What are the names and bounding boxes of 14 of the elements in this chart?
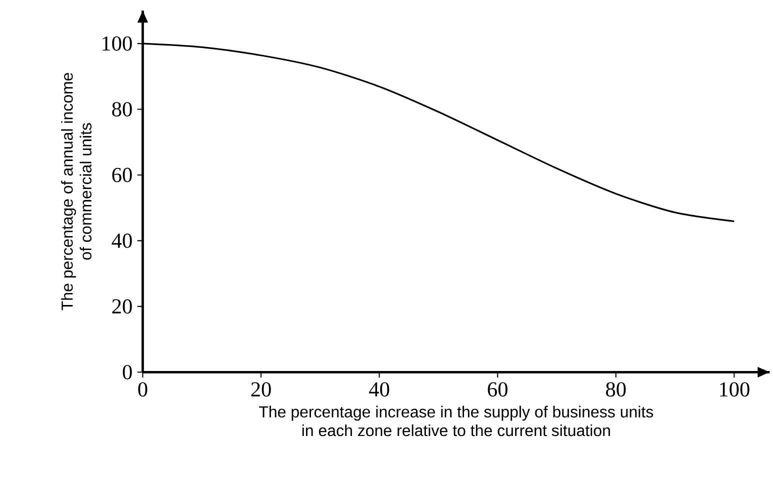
y-tick-label: 60 (112, 168, 132, 182)
y-tick-label: 0 (122, 365, 132, 380)
y-tick-label: 40 (112, 234, 132, 248)
x-axis-title: The percentage increase in the supply of business units in each zone relative to the current situation (259, 406, 654, 436)
x-tick-label: 80 (606, 382, 626, 397)
y-tick-label: 20 (112, 299, 132, 314)
x-tick-label: 100 (720, 382, 750, 397)
y-axis-title: The percentage of annual income of commercial units (61, 73, 92, 311)
y-tick-label: 100 (102, 36, 132, 51)
x-tick-label: 0 (138, 382, 148, 397)
x-tick-label: 40 (369, 382, 390, 397)
x-tick-label: 20 (251, 382, 271, 397)
x-tick-label: 60 (488, 382, 508, 397)
y-tick-label: 80 (112, 102, 132, 117)
